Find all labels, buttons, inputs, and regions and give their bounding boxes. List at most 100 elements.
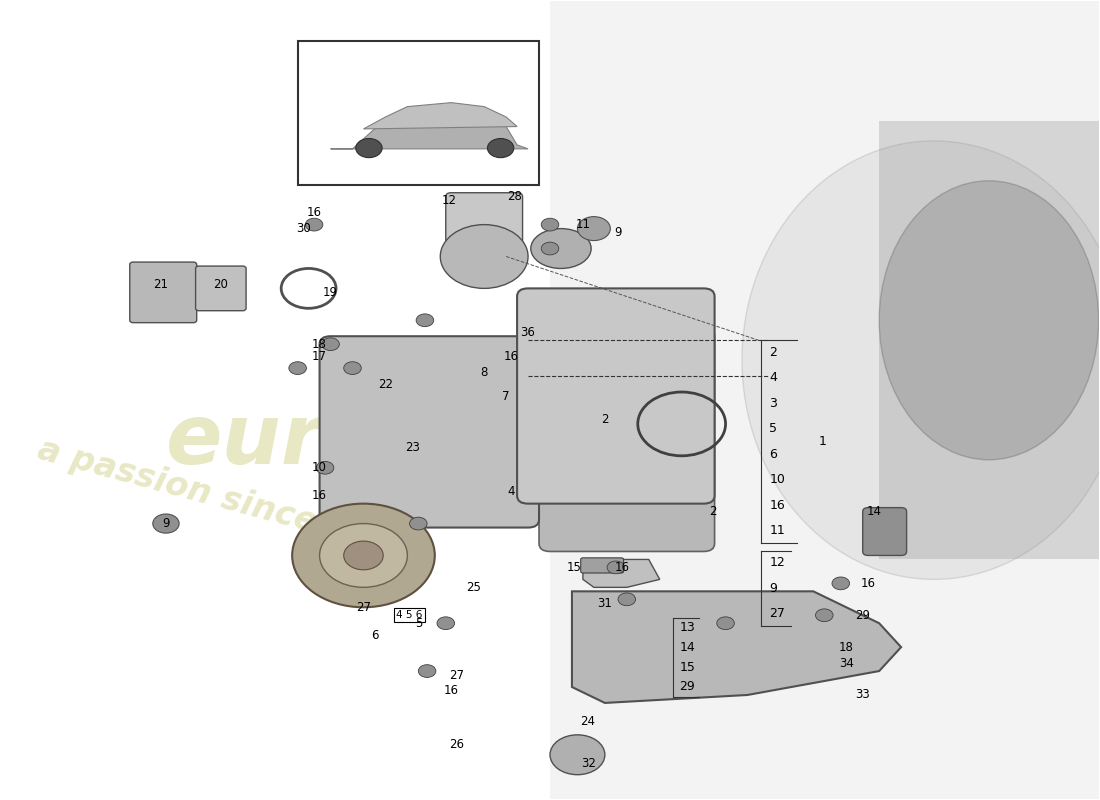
Text: 14: 14 xyxy=(866,505,881,518)
Polygon shape xyxy=(572,591,901,703)
Text: 9: 9 xyxy=(614,226,622,239)
Text: europ: europ xyxy=(166,400,440,481)
Circle shape xyxy=(815,609,833,622)
Circle shape xyxy=(437,617,454,630)
Text: 6: 6 xyxy=(371,629,378,642)
Text: 1: 1 xyxy=(818,435,827,448)
Text: a passion since 1985: a passion since 1985 xyxy=(34,433,421,566)
Circle shape xyxy=(355,138,382,158)
Circle shape xyxy=(578,217,610,241)
Circle shape xyxy=(153,514,179,533)
Circle shape xyxy=(541,218,559,231)
Circle shape xyxy=(541,242,559,255)
Polygon shape xyxy=(363,102,517,129)
Polygon shape xyxy=(550,2,1099,798)
Text: 27: 27 xyxy=(769,607,785,620)
Circle shape xyxy=(618,593,636,606)
Text: 12: 12 xyxy=(441,194,456,207)
Text: 10: 10 xyxy=(769,474,785,486)
Text: 16: 16 xyxy=(443,685,459,698)
Ellipse shape xyxy=(440,225,528,288)
Text: 11: 11 xyxy=(769,524,785,538)
Circle shape xyxy=(343,541,383,570)
Text: 11: 11 xyxy=(575,218,591,231)
Text: 22: 22 xyxy=(378,378,393,390)
Circle shape xyxy=(289,362,307,374)
Circle shape xyxy=(832,577,849,590)
Text: 18: 18 xyxy=(312,338,327,350)
FancyBboxPatch shape xyxy=(446,193,522,257)
Polygon shape xyxy=(879,121,1099,559)
Circle shape xyxy=(418,665,436,678)
Text: 16: 16 xyxy=(615,561,630,574)
Text: 18: 18 xyxy=(839,641,854,654)
Text: 2: 2 xyxy=(601,414,608,426)
FancyBboxPatch shape xyxy=(581,558,624,573)
Text: 29: 29 xyxy=(855,609,870,622)
Circle shape xyxy=(322,338,339,350)
Text: 24: 24 xyxy=(580,714,595,728)
Text: 7: 7 xyxy=(503,390,510,402)
FancyBboxPatch shape xyxy=(517,288,715,504)
Text: 25: 25 xyxy=(465,581,481,594)
Text: 13: 13 xyxy=(680,621,695,634)
Circle shape xyxy=(416,314,433,326)
FancyBboxPatch shape xyxy=(320,336,539,527)
Circle shape xyxy=(409,517,427,530)
Text: 16: 16 xyxy=(860,577,876,590)
Text: 23: 23 xyxy=(406,442,420,454)
Text: 9: 9 xyxy=(769,582,778,594)
Text: 10: 10 xyxy=(312,462,327,474)
Text: 20: 20 xyxy=(213,278,229,291)
Text: 33: 33 xyxy=(856,689,870,702)
Text: 34: 34 xyxy=(839,657,854,670)
Text: 16: 16 xyxy=(504,350,519,362)
Text: 31: 31 xyxy=(597,597,613,610)
Circle shape xyxy=(717,617,735,630)
Bar xyxy=(298,42,539,185)
Circle shape xyxy=(320,523,407,587)
Text: 29: 29 xyxy=(680,681,695,694)
Circle shape xyxy=(607,561,625,574)
Text: 3: 3 xyxy=(769,397,778,410)
Text: 8: 8 xyxy=(481,366,488,378)
Text: 16: 16 xyxy=(312,489,327,502)
Ellipse shape xyxy=(879,181,1099,460)
Circle shape xyxy=(306,218,323,231)
Text: 12: 12 xyxy=(769,556,785,569)
Text: 6: 6 xyxy=(769,448,778,461)
FancyBboxPatch shape xyxy=(539,328,715,551)
Text: 17: 17 xyxy=(312,350,327,362)
Ellipse shape xyxy=(742,141,1100,579)
Text: 14: 14 xyxy=(680,641,695,654)
Ellipse shape xyxy=(531,229,591,269)
Text: 4: 4 xyxy=(769,371,778,384)
Circle shape xyxy=(550,735,605,774)
Text: 28: 28 xyxy=(507,190,522,203)
Text: 36: 36 xyxy=(520,326,536,338)
Circle shape xyxy=(343,362,361,374)
Text: 16: 16 xyxy=(769,498,785,512)
Text: 27: 27 xyxy=(356,601,371,614)
Text: 32: 32 xyxy=(581,757,596,770)
Polygon shape xyxy=(583,559,660,587)
Circle shape xyxy=(487,138,514,158)
Text: 15: 15 xyxy=(566,561,582,574)
Text: 21: 21 xyxy=(153,278,168,291)
FancyBboxPatch shape xyxy=(196,266,246,310)
Text: 4 5 6: 4 5 6 xyxy=(396,610,422,620)
Circle shape xyxy=(317,462,333,474)
Text: 5: 5 xyxy=(415,617,422,630)
Text: 15: 15 xyxy=(680,661,695,674)
Text: 9: 9 xyxy=(162,517,169,530)
Text: 4: 4 xyxy=(508,485,515,498)
Text: 5: 5 xyxy=(769,422,778,435)
Text: 2: 2 xyxy=(769,346,778,358)
Text: 16: 16 xyxy=(307,206,321,219)
Text: 2: 2 xyxy=(708,505,716,518)
Text: 26: 26 xyxy=(449,738,464,751)
Text: 19: 19 xyxy=(323,286,338,299)
Circle shape xyxy=(293,504,434,607)
Text: 27: 27 xyxy=(449,669,464,682)
FancyBboxPatch shape xyxy=(130,262,197,322)
